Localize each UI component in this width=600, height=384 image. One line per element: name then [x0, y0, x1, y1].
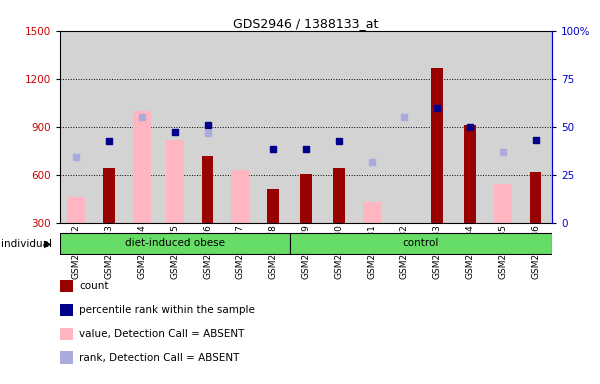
Text: percentile rank within the sample: percentile rank within the sample [79, 305, 255, 315]
Bar [202, 156, 214, 223]
Bar [166, 139, 184, 223]
Text: value, Detection Call = ABSENT: value, Detection Call = ABSENT [79, 329, 245, 339]
Bar [290, 233, 552, 254]
Bar [333, 168, 344, 223]
Bar [300, 174, 312, 223]
Bar [103, 168, 115, 223]
Text: count: count [79, 281, 109, 291]
Text: rank, Detection Call = ABSENT: rank, Detection Call = ABSENT [79, 353, 239, 362]
Bar [431, 68, 443, 223]
Bar [464, 125, 476, 223]
Bar [362, 202, 380, 223]
Text: individual: individual [1, 239, 52, 249]
Text: diet-induced obese: diet-induced obese [125, 238, 225, 248]
Bar [60, 233, 290, 254]
Bar [133, 111, 151, 223]
Bar [530, 172, 541, 223]
Bar [232, 170, 250, 223]
Text: ▶: ▶ [44, 239, 52, 249]
Bar [494, 184, 512, 223]
Text: control: control [403, 238, 439, 248]
Bar [67, 197, 85, 223]
Bar [268, 189, 279, 223]
Title: GDS2946 / 1388133_at: GDS2946 / 1388133_at [233, 17, 379, 30]
